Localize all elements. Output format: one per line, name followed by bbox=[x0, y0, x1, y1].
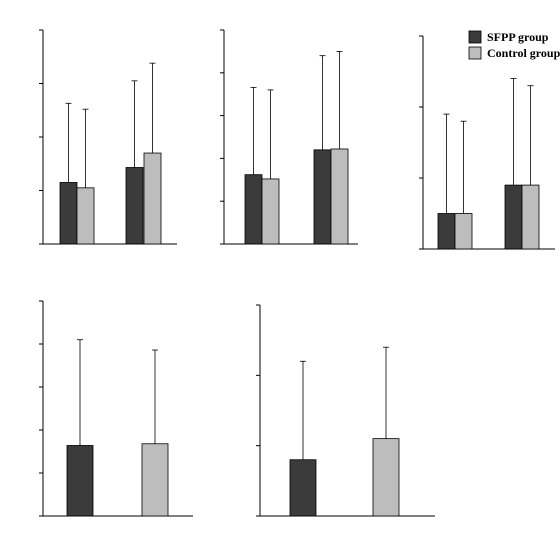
legend-swatch-control bbox=[468, 46, 482, 60]
bar-sfpp-0 bbox=[66, 445, 94, 517]
bar-control-0 bbox=[76, 187, 95, 245]
bar-sfpp-0 bbox=[437, 213, 456, 250]
chart-panel-b bbox=[220, 29, 358, 245]
bar-control-1 bbox=[521, 184, 540, 250]
legend: SFPP group Control group bbox=[468, 30, 560, 60]
bar-sfpp-0 bbox=[289, 459, 317, 517]
legend-label-control: Control group bbox=[487, 46, 560, 60]
bar-control-0 bbox=[261, 178, 280, 245]
legend-label-sfpp: SFPP group bbox=[487, 30, 549, 44]
bar-control-1 bbox=[141, 443, 169, 517]
chart-panel-c bbox=[419, 35, 555, 250]
chart-panel-d bbox=[39, 300, 193, 517]
chart-panel-a bbox=[39, 29, 177, 245]
bar-control-1 bbox=[372, 438, 400, 517]
bar-sfpp-1 bbox=[313, 149, 332, 245]
chart-panel-e bbox=[256, 304, 435, 517]
bar-sfpp-0 bbox=[244, 174, 263, 245]
bar-sfpp-1 bbox=[125, 167, 144, 245]
legend-swatch-sfpp bbox=[468, 30, 482, 44]
bar-control-1 bbox=[330, 148, 349, 245]
bar-control-0 bbox=[454, 213, 473, 250]
bar-control-1 bbox=[143, 152, 162, 245]
bar-sfpp-0 bbox=[59, 182, 78, 245]
bar-sfpp-1 bbox=[504, 184, 523, 250]
